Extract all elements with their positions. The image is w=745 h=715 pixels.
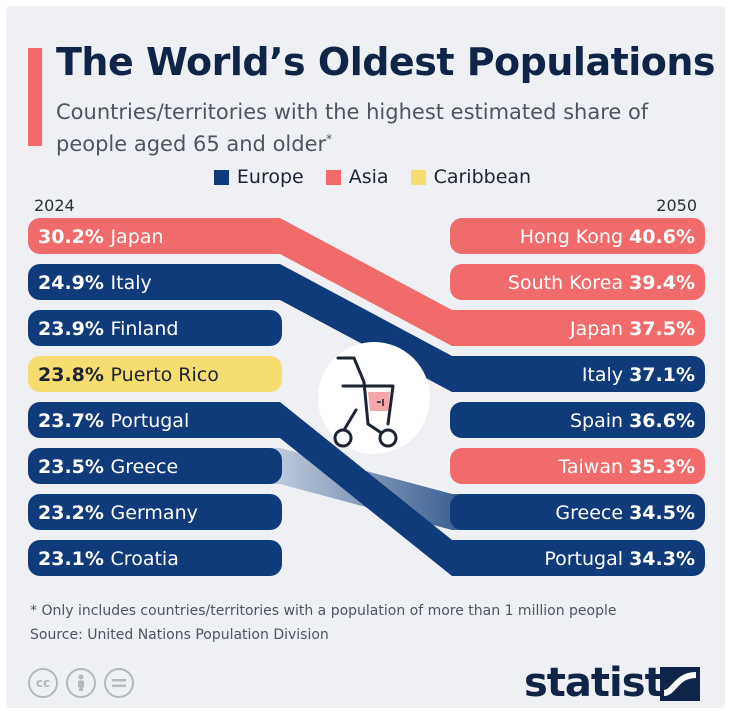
left-label-portugal: 23.7% Portugal (38, 410, 189, 432)
walker-illustration (318, 342, 430, 454)
subtitle-text: Countries/territories with the highest e… (56, 100, 649, 156)
right-bar-south-korea (450, 264, 705, 300)
right-row-italy: Italy 37.1% (450, 356, 705, 392)
left-bar-japan (28, 218, 282, 254)
pill-layer: 30.2% Japan 24.9% Italy 23.9% Finland 23.8%… (28, 218, 705, 576)
right-bar-portugal (450, 540, 705, 576)
left-row-japan: 30.2% Japan (28, 218, 282, 254)
right-row-portugal: Portugal 34.3% (450, 540, 705, 576)
legend-item-asia: Asia (325, 166, 389, 188)
statista-logo-icon[interactable] (660, 667, 700, 701)
legend-label-caribbean: Caribbean (433, 166, 532, 188)
year-label-left: 2024 (34, 196, 75, 215)
title-accent-bar (28, 48, 42, 146)
left-bar-greece (28, 448, 282, 484)
left-label-puerto-rico: 23.8% Puerto Rico (38, 364, 219, 386)
left-label-croatia: 23.1% Croatia (38, 548, 179, 570)
left-row-italy: 24.9% Italy (28, 264, 282, 300)
right-row-japan: Japan 37.5% (450, 310, 705, 346)
left-bar-puerto-rico (28, 356, 282, 392)
connector-layer (212, 218, 520, 576)
source: Source: United Nations Population Divisi… (30, 627, 329, 643)
left-row-greece: 23.5% Greece (28, 448, 282, 484)
legend-item-caribbean: Caribbean (410, 166, 532, 188)
legend-swatch-europe (213, 169, 229, 185)
left-label-finland: 23.9% Finland (38, 318, 178, 340)
subtitle-footnote-mark: * (326, 132, 333, 146)
connector-greece (212, 448, 520, 530)
left-row-portugal: 23.7% Portugal (28, 402, 282, 438)
right-bar-italy (450, 356, 705, 392)
legend-swatch-caribbean (410, 169, 426, 185)
right-label-japan: Japan 37.5% (569, 318, 695, 340)
right-bar-taiwan (450, 448, 705, 484)
right-row-south-korea: South Korea 39.4% (450, 264, 705, 300)
right-bar-hong-kong (450, 218, 705, 254)
footnote: * Only includes countries/territories wi… (30, 603, 617, 619)
left-bar-finland (28, 310, 282, 346)
right-label-italy: Italy 37.1% (582, 364, 695, 386)
left-label-germany: 23.2% Germany (38, 502, 198, 524)
right-bar-greece (450, 494, 705, 530)
left-row-finland: 23.9% Finland (28, 310, 282, 346)
left-label-greece: 23.5% Greece (38, 456, 178, 478)
legend: Europe Asia Caribbean (0, 166, 745, 188)
right-label-spain: Spain 36.6% (570, 410, 695, 432)
right-label-south-korea: South Korea 39.4% (508, 272, 695, 294)
connector-italy (212, 264, 520, 392)
left-bar-portugal (28, 402, 282, 438)
legend-swatch-asia (325, 169, 341, 185)
right-label-hong-kong: Hong Kong 40.6% (520, 226, 695, 248)
right-label-greece: Greece 34.5% (555, 502, 695, 524)
attribution-icon[interactable] (66, 668, 96, 698)
right-label-taiwan: Taiwan 35.3% (557, 456, 695, 478)
right-row-hong-kong: Hong Kong 40.6% (450, 218, 705, 254)
left-row-croatia: 23.1% Croatia (28, 540, 282, 576)
left-row-germany: 23.2% Germany (28, 494, 282, 530)
left-row-puerto-rico: 23.8% Puerto Rico (28, 356, 282, 392)
legend-label-europe: Europe (236, 166, 304, 188)
legend-label-asia: Asia (348, 166, 389, 188)
legend-item-europe: Europe (213, 166, 304, 188)
chart-title: The World’s Oldest Populations (56, 40, 716, 84)
right-label-portugal: Portugal 34.3% (544, 548, 695, 570)
right-row-greece: Greece 34.5% (450, 494, 705, 530)
license-icons: cc (28, 668, 134, 698)
right-row-spain: Spain 36.6% (450, 402, 705, 438)
left-label-japan: 30.2% Japan (38, 226, 164, 248)
left-bar-croatia (28, 540, 282, 576)
connector-japan (212, 218, 520, 346)
left-label-italy: 24.9% Italy (38, 272, 152, 294)
left-bar-germany (28, 494, 282, 530)
left-bar-italy (28, 264, 282, 300)
right-row-taiwan: Taiwan 35.3% (450, 448, 705, 484)
right-bar-japan (450, 310, 705, 346)
year-label-right: 2050 (656, 196, 697, 215)
no-derivatives-icon[interactable] (104, 668, 134, 698)
right-bar-spain (450, 402, 705, 438)
chart-subtitle: Countries/territories with the highest e… (56, 99, 696, 158)
creative-commons-icon[interactable]: cc (28, 668, 58, 698)
